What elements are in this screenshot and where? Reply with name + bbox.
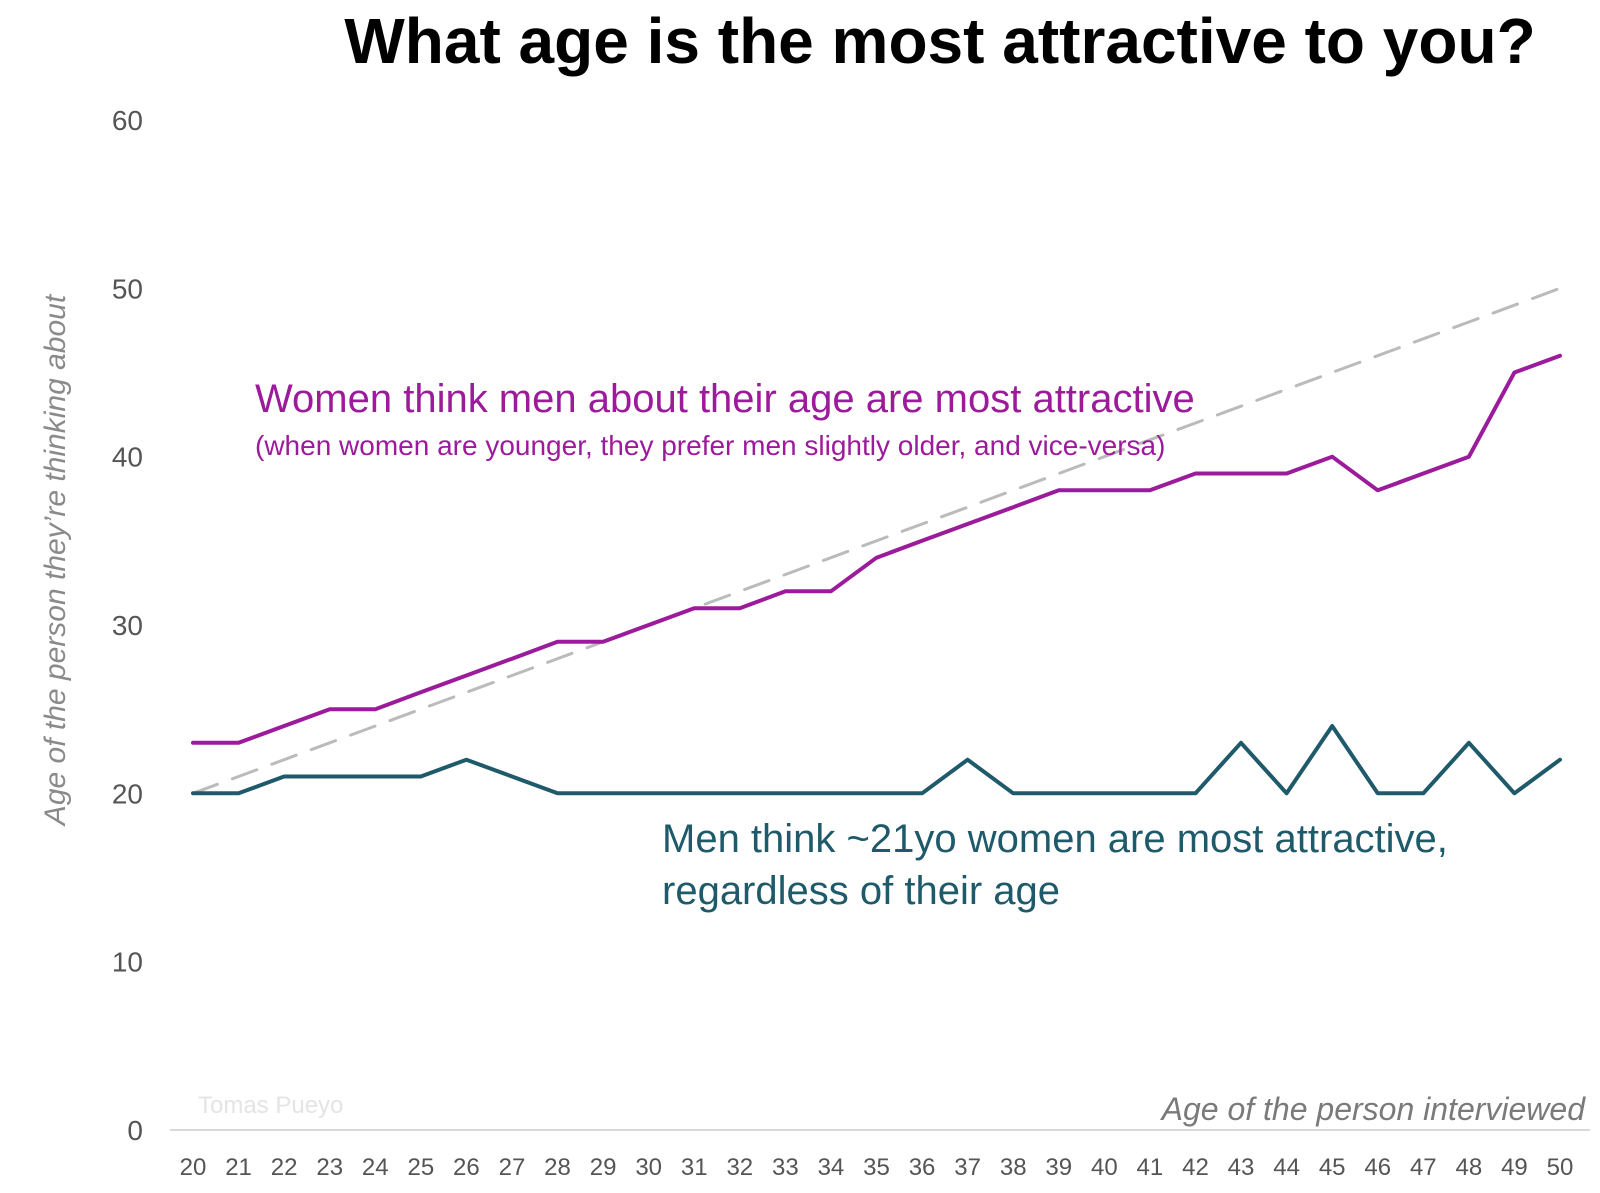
x-tick-label: 21 <box>225 1154 252 1181</box>
men-annotation-line2: regardless of their age <box>662 869 1060 913</box>
x-tick-label: 47 <box>1410 1154 1437 1181</box>
x-axis-ticks: 20 21 22 23 24 25 26 27 28 29 30 31 32 33 34 35 36 37 38 39… <box>180 1154 1574 1181</box>
series-line-women <box>191 353 1562 745</box>
x-tick-label: 43 <box>1228 1154 1255 1181</box>
women-annotation-line1: Women think men about their age are most… <box>255 377 1195 421</box>
credit-watermark: Tomas Pueyo <box>198 1092 343 1119</box>
women-annotation-line2: (when women are younger, they prefer men… <box>255 430 1165 461</box>
x-tick-label: 44 <box>1273 1154 1300 1181</box>
x-axis-label: Age of the person interviewed <box>1160 1091 1587 1127</box>
x-tick-label: 42 <box>1182 1154 1209 1181</box>
x-tick-label: 41 <box>1137 1154 1164 1181</box>
x-tick-label: 39 <box>1045 1154 1072 1181</box>
series-line-men <box>191 724 1562 796</box>
x-tick-label: 31 <box>681 1154 708 1181</box>
x-tick-label: 38 <box>1000 1154 1027 1181</box>
chart-title: What age is the most attractive to you? <box>344 5 1535 77</box>
y-tick-label: 20 <box>112 778 143 809</box>
x-tick-label: 25 <box>407 1154 434 1181</box>
y-tick-label: 0 <box>127 1115 143 1146</box>
x-tick-label: 36 <box>909 1154 936 1181</box>
x-tick-label: 50 <box>1547 1154 1574 1181</box>
x-tick-label: 30 <box>635 1154 662 1181</box>
x-tick-label: 37 <box>954 1154 981 1181</box>
y-axis-ticks: 0 10 20 30 40 50 60 <box>112 105 143 1146</box>
x-tick-label: 22 <box>271 1154 298 1181</box>
x-tick-label: 48 <box>1456 1154 1483 1181</box>
x-tick-label: 45 <box>1319 1154 1346 1181</box>
x-tick-label: 49 <box>1501 1154 1528 1181</box>
x-tick-label: 20 <box>180 1154 207 1181</box>
x-tick-label: 33 <box>772 1154 799 1181</box>
y-tick-label: 60 <box>112 105 143 136</box>
series-layer <box>191 286 1562 796</box>
series-line-same-age <box>191 286 1562 795</box>
y-tick-label: 30 <box>112 610 143 641</box>
y-tick-label: 50 <box>112 273 143 304</box>
y-tick-label: 40 <box>112 442 143 473</box>
x-tick-label: 32 <box>726 1154 753 1181</box>
x-tick-label: 26 <box>453 1154 480 1181</box>
men-annotation-line1: Men think ~21yo women are most attractiv… <box>662 817 1448 861</box>
y-tick-label: 10 <box>112 947 143 978</box>
y-axis-label: Age of the person they’re thinking about <box>39 293 72 827</box>
x-tick-label: 29 <box>590 1154 617 1181</box>
x-tick-label: 40 <box>1091 1154 1118 1181</box>
x-tick-label: 28 <box>544 1154 571 1181</box>
x-tick-label: 24 <box>362 1154 389 1181</box>
x-tick-label: 23 <box>316 1154 343 1181</box>
x-tick-label: 46 <box>1364 1154 1391 1181</box>
x-tick-label: 34 <box>818 1154 845 1181</box>
x-tick-label: 27 <box>499 1154 526 1181</box>
x-tick-label: 35 <box>863 1154 890 1181</box>
